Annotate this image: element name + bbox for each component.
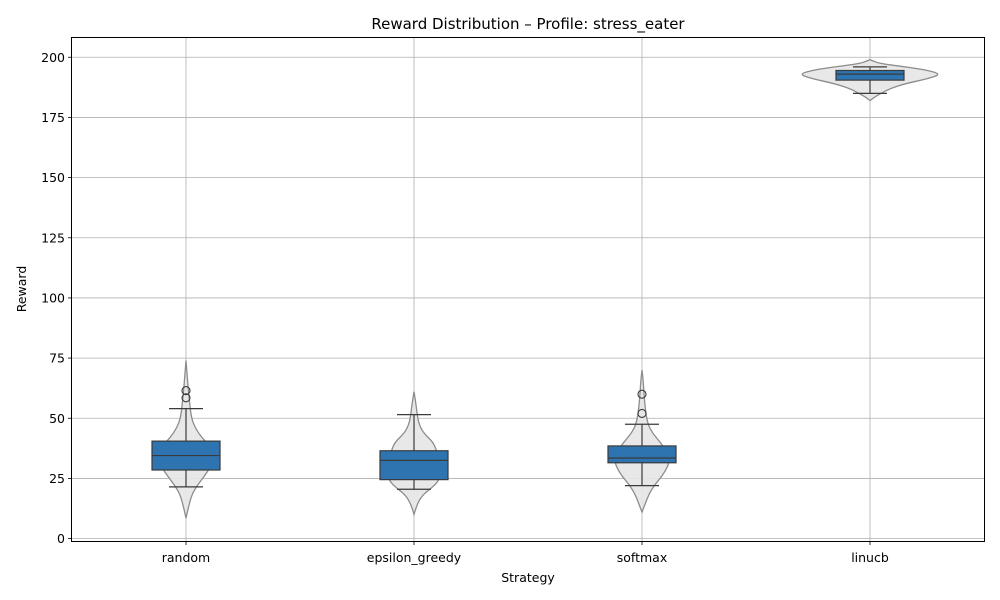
y-tick-label: 150	[41, 170, 65, 185]
boxplot-random	[151, 386, 221, 488]
y-tick-label: 50	[49, 411, 65, 426]
outlier-point	[637, 389, 647, 399]
grid-lines	[72, 38, 984, 541]
y-tick-label: 25	[49, 471, 65, 486]
x-tick-label: linucb	[851, 550, 889, 565]
y-tick-label: 200	[41, 50, 65, 65]
x-axis-ticks: random epsilon_greedy softmax linucb	[162, 541, 889, 565]
outlier-point	[181, 393, 191, 403]
x-tick-label: random	[162, 550, 210, 565]
y-tick-label: 75	[49, 351, 65, 366]
boxplot-softmax	[607, 389, 677, 487]
y-tick-label: 175	[41, 110, 65, 125]
box-iqr	[835, 69, 905, 81]
y-tick-label: 100	[41, 290, 65, 305]
plot-frame	[71, 37, 985, 542]
boxplots	[151, 66, 905, 490]
outlier-point	[181, 386, 191, 396]
chart-title: Reward Distribution – Profile: stress_ea…	[371, 15, 685, 34]
violins	[158, 58, 939, 519]
boxplot-linucb	[835, 66, 905, 94]
y-tick-label: 0	[57, 531, 65, 546]
x-axis-label: Strategy	[501, 570, 555, 585]
y-tick-label: 125	[41, 230, 65, 245]
x-tick-label: softmax	[617, 550, 667, 565]
outlier-point	[637, 408, 647, 418]
boxplot-epsilon_greedy	[379, 414, 449, 490]
box-iqr	[607, 445, 677, 464]
y-axis-label: Reward	[14, 266, 29, 313]
box-iqr	[379, 450, 449, 481]
y-axis-ticks: 0 25 50 75 100 125 150 175 200	[41, 50, 72, 546]
x-tick-label: epsilon_greedy	[367, 550, 462, 565]
